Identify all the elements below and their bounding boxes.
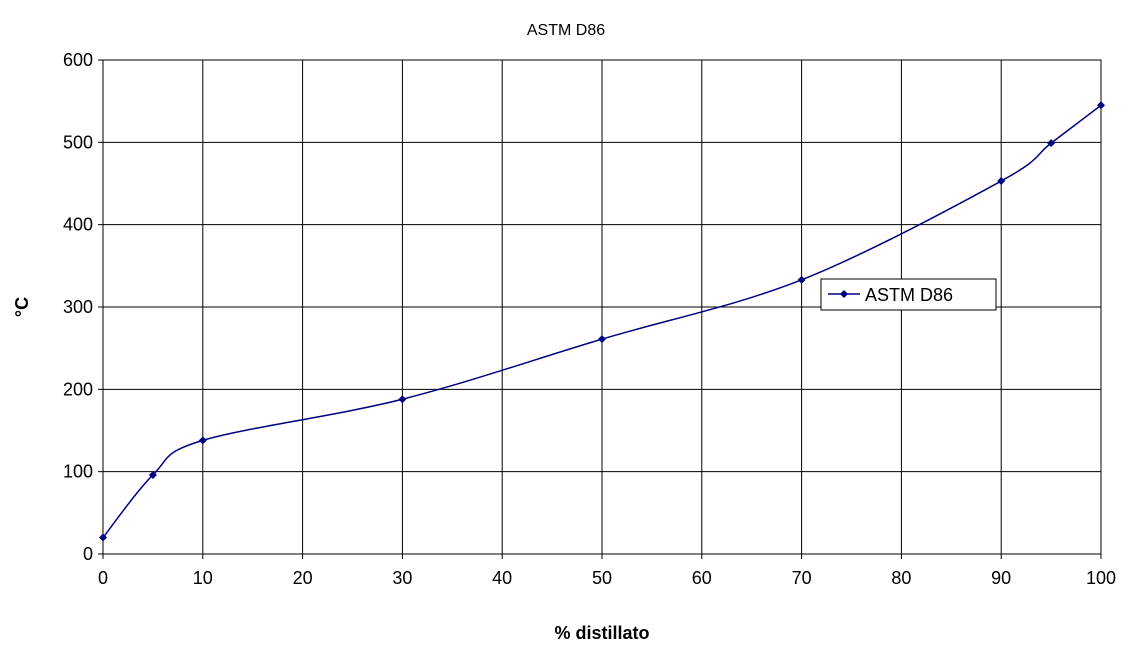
x-tick-label: 50	[592, 568, 612, 588]
series-group	[99, 101, 1105, 542]
y-tick-label: 200	[63, 379, 93, 399]
x-tick-label: 80	[891, 568, 911, 588]
legend: ASTM D86	[820, 278, 997, 311]
grid-lines	[103, 60, 1101, 554]
x-tick-label: 70	[792, 568, 812, 588]
data-point-marker	[1047, 139, 1056, 148]
x-tick-label: 60	[692, 568, 712, 588]
data-point-marker	[997, 177, 1006, 186]
data-point-marker	[198, 436, 207, 445]
x-tick-label: 0	[98, 568, 108, 588]
x-axis-title: % distillato	[554, 623, 649, 643]
y-tick-label: 300	[63, 297, 93, 317]
chart-title: ASTM D86	[527, 22, 605, 39]
x-tick-label: 10	[193, 568, 213, 588]
y-tick-label: 400	[63, 215, 93, 235]
legend-marker-swatch	[840, 290, 848, 298]
x-tick-label: 100	[1086, 568, 1116, 588]
y-tick-label: 100	[63, 462, 93, 482]
x-tick-label: 30	[392, 568, 412, 588]
data-point-marker	[99, 533, 107, 542]
x-tick-label: 90	[991, 568, 1011, 588]
y-axis-title: °C	[12, 297, 32, 317]
data-point-marker	[1097, 101, 1105, 110]
data-point-marker	[148, 470, 157, 479]
x-tick-label: 40	[492, 568, 512, 588]
data-point-marker	[797, 275, 806, 284]
data-point-marker	[598, 335, 606, 344]
y-tick-label: 0	[83, 544, 93, 564]
legend-label: ASTM D86	[865, 285, 953, 305]
data-point-marker	[398, 395, 407, 404]
axis-ticks: 0 10 20 30 40 50 60 70 80 90 100 0 100 200 300 400 500 60…	[63, 50, 1116, 588]
y-tick-label: 500	[63, 132, 93, 152]
y-tick-label: 600	[63, 50, 93, 70]
x-tick-label: 20	[293, 568, 313, 588]
